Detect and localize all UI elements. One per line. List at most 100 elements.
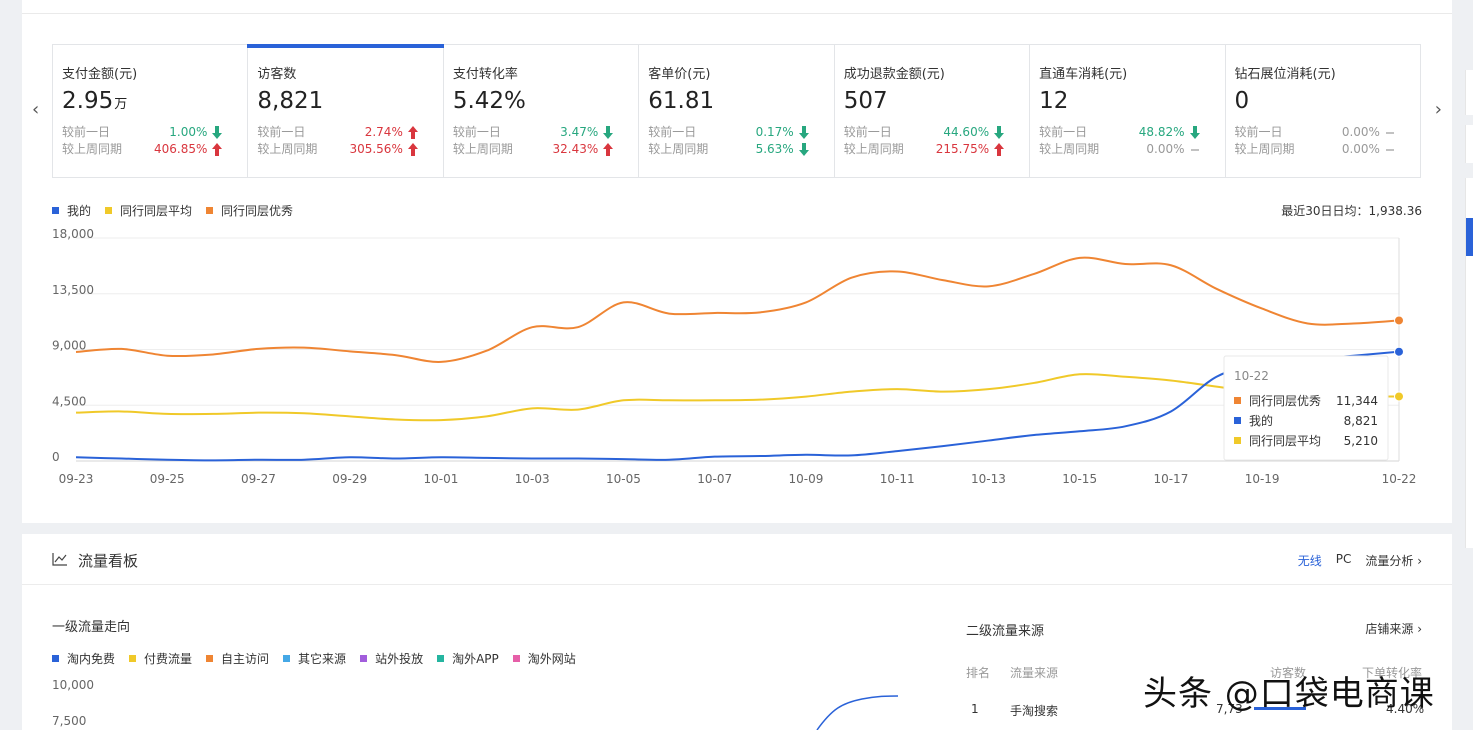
kpi-value: 12	[1039, 88, 1069, 114]
tooltip-series-name: 同行同层优秀	[1249, 394, 1321, 408]
tooltip-series-value: 8,821	[1344, 414, 1378, 428]
x-tick-label: 10-22	[1382, 472, 1417, 486]
kpi-value: 5.42%	[452, 88, 526, 114]
flow-ytick: 7,500	[52, 714, 87, 728]
legend-item-excellent[interactable]: 同行同层优秀	[206, 202, 293, 219]
row1-source[interactable]: 手淘搜索	[1010, 704, 1059, 718]
kpi-card[interactable]: 支付金额(元) 2.95万 较前一日 1.00% 较上周同期 406.85%	[53, 45, 249, 177]
x-tick-label: 09-25	[150, 472, 185, 486]
y-tick-label: 18,000	[52, 227, 94, 241]
x-tick-label: 10-07	[697, 472, 732, 486]
kpi-card[interactable]: 钻石展位消耗(元) 0 较前一日 0.00% 较上周同期 0.00%	[1226, 45, 1420, 177]
tab-pc[interactable]: PC	[1335, 552, 1352, 566]
x-tick-label: 10-03	[515, 472, 550, 486]
legend-item-mine[interactable]: 我的	[52, 202, 91, 219]
kpi-card[interactable]: 客单价(元) 61.81 较前一日 0.17% 较上周同期 5.63%	[639, 45, 835, 177]
col-visitors: 访客数	[1270, 666, 1307, 680]
x-tick-label: 10-13	[971, 472, 1006, 486]
flow-legend: 淘内免费 付费流量 自主访问 其它来源 站外投放 淘外APP 淘外网站	[52, 650, 590, 667]
avg-30-day-note: 最近30日日均：1,938.36	[1281, 204, 1422, 218]
tooltip-series-value: 5,210	[1344, 434, 1378, 448]
x-tick-label: 10-11	[880, 472, 915, 486]
flow-legend-item[interactable]: 淘外网站	[512, 650, 576, 667]
kpi-title: 访客数	[257, 67, 297, 82]
series-point[interactable]	[1394, 391, 1404, 402]
flow-trend-line	[816, 695, 899, 730]
kpi-title: 支付金额(元)	[62, 67, 138, 82]
prev-arrow-icon[interactable]: ‹	[32, 99, 40, 120]
flow-ytick: 10,000	[52, 678, 94, 692]
tooltip-date: 10-22	[1234, 369, 1269, 383]
x-tick-label: 10-19	[1245, 472, 1280, 486]
y-tick-label: 13,500	[52, 283, 94, 297]
series-point[interactable]	[1394, 346, 1404, 357]
line-chart-icon	[52, 553, 67, 566]
x-tick-label: 10-15	[1062, 472, 1097, 486]
flow-legend-item[interactable]: 站外投放	[360, 650, 423, 667]
tooltip-series-name: 我的	[1249, 413, 1273, 428]
side-strip	[1465, 70, 1473, 115]
row1-conversion: 4.40%	[1386, 702, 1425, 716]
flow-legend-item[interactable]: 淘外APP	[437, 650, 499, 667]
x-tick-label: 09-23	[59, 472, 94, 486]
tooltip-series-name: 同行同层平均	[1249, 434, 1321, 448]
x-tick-label: 09-29	[332, 472, 367, 486]
series-line-1[interactable]	[75, 373, 1400, 422]
traffic-analysis-link[interactable]: 流量分析 ›	[1365, 554, 1422, 568]
kpi-title: 支付转化率	[452, 67, 518, 82]
y-tick-label: 9,000	[52, 339, 86, 353]
side-strip-active	[1466, 218, 1473, 256]
tab-wireless[interactable]: 无线	[1297, 554, 1322, 568]
x-tick-label: 09-27	[241, 472, 276, 486]
level2-source-title: 二级流量来源	[966, 624, 1045, 639]
side-strip	[1465, 125, 1473, 163]
kpi-card[interactable]: 直通车消耗(元) 12 较前一日 48.82% 较上周同期 0.00%	[1030, 45, 1226, 177]
chart-tooltip: 10-22 同行同层优秀 11,344 我的 8,821 同行同层平均 5,210	[1223, 355, 1389, 461]
side-strip	[1465, 178, 1473, 548]
col-conversion: 下单转化率	[1362, 666, 1423, 680]
shop-source-link[interactable]: 店铺来源 ›	[1365, 622, 1422, 636]
kpi-card[interactable]: 成功退款金额(元) 507 较前一日 44.60% 较上周同期 215.75%	[835, 45, 1031, 177]
kpi-value: 507	[843, 88, 888, 114]
col-rank: 排名	[966, 666, 991, 680]
kpi-value: 61.81	[648, 88, 715, 114]
kpi-card[interactable]: 支付转化率 5.42% 较前一日 3.47% 较上周同期 32.43%	[444, 45, 640, 177]
series-line-2[interactable]	[75, 350, 1400, 462]
flow-legend-item[interactable]: 自主访问	[206, 650, 269, 667]
kpi-value: 0	[1234, 88, 1250, 114]
kpi-card[interactable]: 访客数 8,821 较前一日 2.74% 较上周同期 305.56%	[247, 44, 445, 177]
flow-legend-item[interactable]: 付费流量	[129, 650, 192, 667]
kpi-card-row: 支付金额(元) 2.95万 较前一日 1.00% 较上周同期 406.85% 访客数 8,82…	[52, 44, 1421, 178]
kpi-value: 2.95万	[62, 88, 128, 114]
col-source: 流量来源	[1010, 666, 1059, 680]
kpi-title: 成功退款金额(元)	[843, 67, 945, 82]
tooltip-series-value: 11,344	[1336, 394, 1378, 408]
x-tick-label: 10-09	[788, 472, 823, 486]
traffic-board-panel: 流量看板 无线 PC 流量分析 › 一级流量走向 淘内免费 付费流量 自主访问 其它来…	[22, 534, 1452, 730]
x-tick-label: 10-05	[606, 472, 641, 486]
trend-line-chart[interactable]: 18,000 13,500 9,000 4,500 0 09-23 09-25 09-27 09…	[22, 225, 1452, 495]
kpi-title: 钻石展位消耗(元)	[1234, 67, 1336, 82]
series-point[interactable]	[1394, 315, 1404, 326]
series-line-0[interactable]	[75, 256, 1400, 363]
kpi-value: 8,821	[257, 88, 324, 114]
kpi-title: 客单价(元)	[648, 67, 711, 82]
chart-legend: 我的 同行同层平均 同行同层优秀	[52, 202, 307, 219]
flow-legend-item[interactable]: 淘内免费	[52, 650, 115, 667]
watermark-text: 头条 @口袋电商课	[1143, 674, 1435, 714]
next-arrow-icon[interactable]: ›	[1434, 99, 1442, 120]
row1-rank: 1	[971, 702, 979, 716]
y-tick-label: 0	[52, 450, 60, 464]
kpi-title: 直通车消耗(元)	[1039, 67, 1128, 82]
y-tick-label: 4,500	[52, 394, 86, 408]
x-tick-label: 10-17	[1153, 472, 1188, 486]
x-tick-label: 10-01	[424, 472, 459, 486]
row1-visitor-bar	[1254, 707, 1306, 710]
row1-visitors: 7,73	[1216, 702, 1243, 716]
legend-item-avg[interactable]: 同行同层平均	[105, 202, 192, 219]
level1-flow-title: 一级流量走向	[52, 620, 131, 635]
flow-links: 无线 PC 流量分析 ›	[1284, 552, 1422, 569]
core-metrics-panel: ‹ › 支付金额(元) 2.95万 较前一日 1.00% 较上周同期 406.85% 访客数…	[22, 0, 1452, 523]
traffic-board-title: 流量看板	[78, 552, 139, 570]
flow-legend-item[interactable]: 其它来源	[283, 650, 346, 667]
